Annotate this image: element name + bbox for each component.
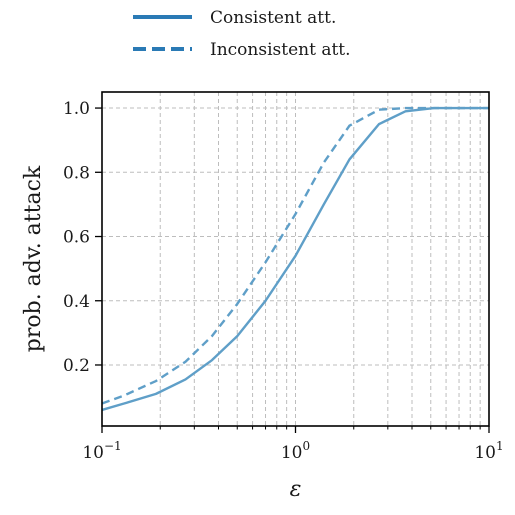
axis-ticks: 10−1 100 101 0.2 0.4 0.6 0.8 1.0	[63, 99, 504, 463]
grid-lines	[101, 92, 489, 426]
legend: Consistent att. Inconsistent att.	[133, 8, 351, 60]
legend-label-inconsistent: Inconsistent att.	[210, 40, 351, 60]
legend-label-consistent: Consistent att.	[210, 8, 336, 28]
series-line-inconsistent	[101, 106, 489, 405]
x-axis-label: ε	[290, 477, 302, 502]
y-tick-label: 0.2	[63, 356, 90, 376]
x-tick-label: 10−1	[82, 439, 121, 463]
y-tick-label: 0.8	[63, 163, 90, 183]
x-tick-label: 101	[474, 439, 503, 463]
x-tick-label: 100	[281, 439, 310, 463]
y-tick-label: 1.0	[63, 99, 90, 119]
y-tick-label: 0.4	[63, 292, 90, 312]
y-axis-label: prob. adv. attack	[21, 165, 46, 352]
y-tick-label: 0.6	[63, 228, 90, 248]
series-lines	[101, 106, 489, 412]
